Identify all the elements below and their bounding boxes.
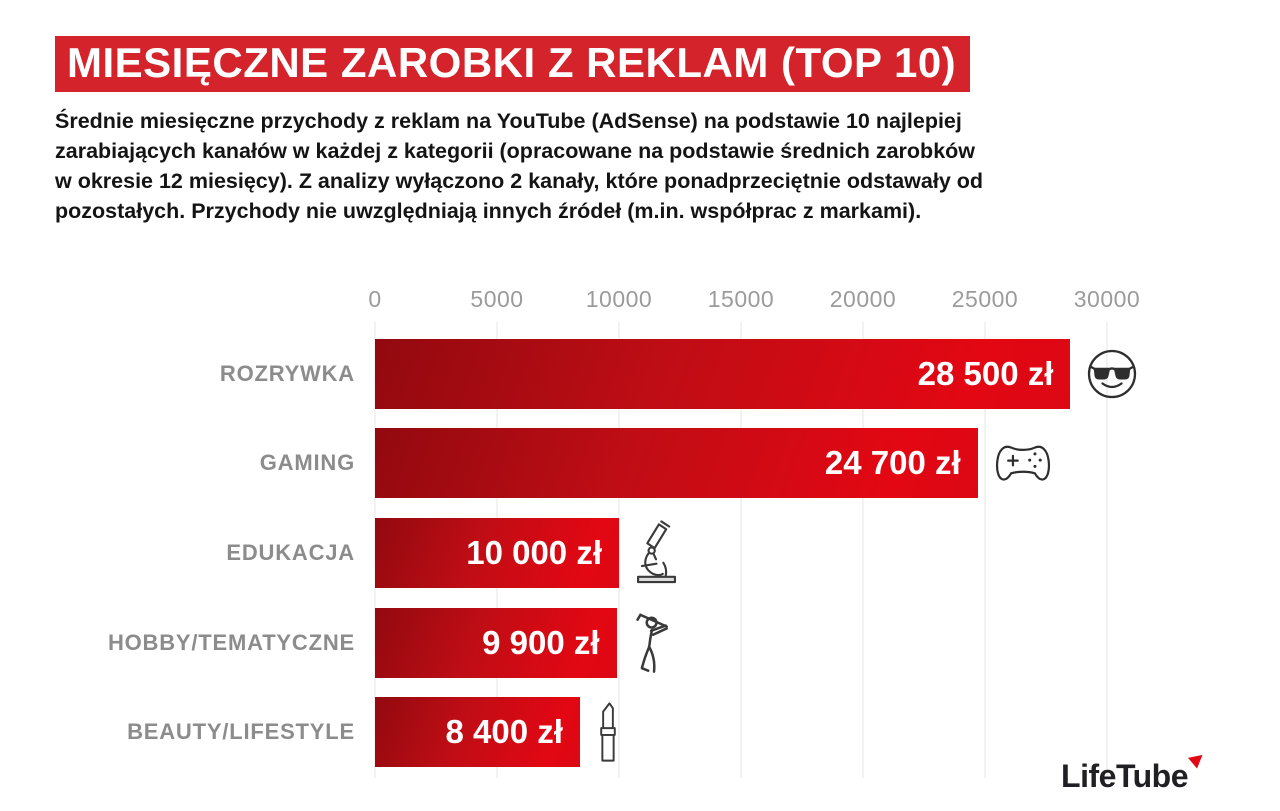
x-tick-label: 15000 bbox=[707, 286, 775, 312]
bar-value-label: 24 700 zł bbox=[824, 444, 961, 481]
bar-hobby: 9 900 zł bbox=[375, 608, 617, 678]
bar-value-label: 8 400 zł bbox=[445, 713, 563, 750]
category-label-rozrywka: ROZRYWKA bbox=[219, 361, 355, 386]
bar-value-label: 10 000 zł bbox=[466, 534, 602, 571]
description: Średnie miesięczne przychody z reklam na… bbox=[55, 106, 1235, 226]
microscope-icon bbox=[635, 520, 679, 586]
description-line: Średnie miesięczne przychody z reklam na… bbox=[55, 109, 962, 133]
lipstick-icon bbox=[596, 699, 620, 765]
lifetube-logo-text: LifeTube bbox=[1061, 758, 1188, 794]
gridline bbox=[1106, 322, 1108, 778]
bar-row: 28 500 zł bbox=[375, 339, 1137, 409]
description-line: zarabiających kanałów w każdej z kategor… bbox=[55, 139, 976, 163]
golfer-icon bbox=[633, 610, 677, 676]
bar-row: 8 400 zł bbox=[375, 697, 1107, 767]
bar-value-label: 9 900 zł bbox=[482, 624, 600, 661]
bar-beauty: 8 400 zł bbox=[375, 697, 580, 767]
x-tick-label: 20000 bbox=[829, 286, 897, 312]
category-label-edukacja: EDUKACJA bbox=[226, 540, 355, 565]
bar-row: 10 000 zł bbox=[375, 518, 1107, 588]
page-title: MIESIĘCZNE ZAROBKI Z REKLAM (TOP 10) bbox=[55, 36, 971, 92]
play-triangle-icon bbox=[1188, 749, 1207, 769]
bar-row: 9 900 zł bbox=[375, 608, 1107, 678]
x-axis: 0 5000 10000 15000 20000 25000 30000 bbox=[368, 286, 1139, 314]
x-tick-label: 10000 bbox=[585, 286, 653, 312]
gridline bbox=[984, 322, 986, 778]
bar-edukacja: 10 000 zł bbox=[375, 518, 619, 588]
category-label-beauty: BEAUTY/LIFESTYLE bbox=[127, 719, 355, 744]
lifetube-logo: LifeTube bbox=[1061, 749, 1207, 795]
description-line: w okresie 12 miesięcy). Z analizy wyłącz… bbox=[55, 169, 984, 193]
cool-face-icon bbox=[1086, 348, 1138, 400]
x-tick-label: 25000 bbox=[951, 286, 1019, 312]
bar-rozrywka: 28 500 zł bbox=[375, 339, 1071, 409]
category-label-gaming: GAMING bbox=[259, 450, 355, 475]
description-line: pozostałych. Przychody nie uwzględniają … bbox=[55, 199, 922, 223]
x-tick-label: 0 bbox=[368, 286, 382, 312]
gridline bbox=[862, 322, 864, 778]
game-controller-icon bbox=[994, 441, 1052, 485]
x-tick-label: 5000 bbox=[470, 286, 524, 312]
category-label-hobby: HOBBY/TEMATYCZNE bbox=[107, 630, 355, 655]
bar-row: 24 700 zł bbox=[375, 428, 1107, 498]
bar-gaming: 24 700 zł bbox=[375, 428, 978, 498]
gridline bbox=[740, 322, 742, 778]
x-tick-label: 30000 bbox=[1073, 286, 1141, 312]
bar-value-label: 28 500 zł bbox=[917, 355, 1054, 392]
gridline bbox=[618, 322, 620, 778]
